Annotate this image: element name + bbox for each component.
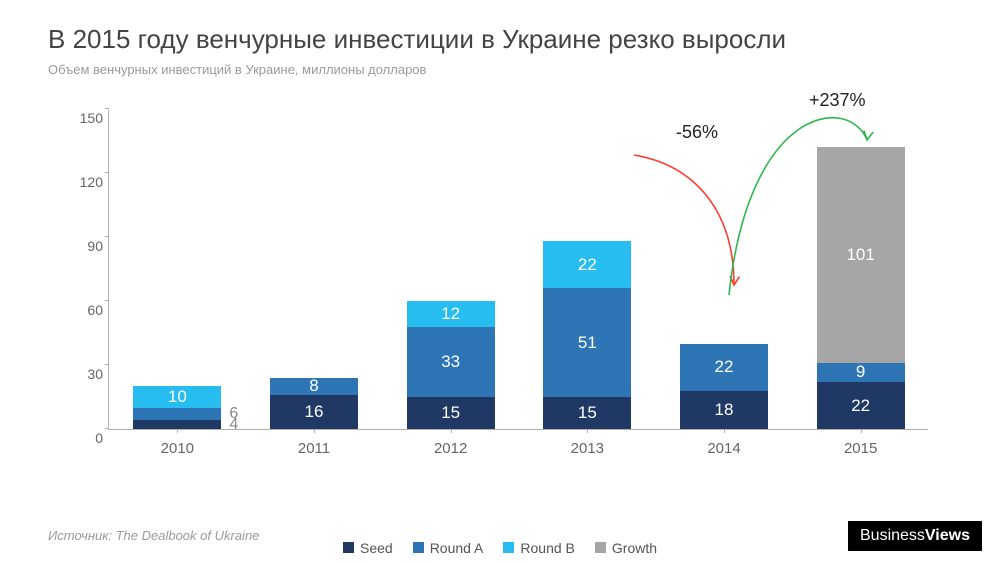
bar-segment-seed: 22 (817, 382, 905, 429)
legend-swatch (413, 542, 424, 553)
chart-subtitle: Объем венчурных инвестиций в Украине, ми… (48, 62, 426, 77)
brand-logo: BusinessViews (848, 521, 982, 551)
y-axis-tick-label: 90 (69, 238, 103, 254)
bar-segment-seed: 15 (543, 397, 631, 429)
x-axis-category-label: 2014 (664, 440, 784, 457)
legend-swatch (343, 542, 354, 553)
x-axis-tick-mark (177, 429, 178, 433)
y-axis-tick-label: 30 (69, 366, 103, 382)
bar-segment-round-b: 22 (543, 241, 631, 288)
legend-item: Growth (595, 540, 657, 556)
bar-segment-round-a: 8 (270, 378, 358, 395)
bar-group: 1822 (680, 344, 768, 429)
chart-container: -56% +237% 03060901201502010104620111682… (48, 100, 952, 500)
plot-area: -56% +237% 03060901201502010104620111682… (108, 110, 928, 430)
bar-group: 155122 (543, 241, 631, 429)
x-axis-tick-mark (451, 429, 452, 433)
y-axis-tick-mark (105, 428, 109, 429)
legend-label: Round B (520, 540, 574, 556)
bar-segment-seed: 18 (680, 391, 768, 429)
bar-group: 168 (270, 378, 358, 429)
x-axis-category-label: 2012 (391, 440, 511, 457)
x-axis-category-label: 2010 (117, 440, 237, 457)
y-axis-tick-mark (105, 300, 109, 301)
source-label: Источник: The Dealbook of Ukraine (48, 528, 259, 543)
legend-label: Growth (612, 540, 657, 556)
legend-swatch (503, 542, 514, 553)
y-axis-tick-label: 0 (69, 430, 103, 446)
x-axis-category-label: 2015 (801, 440, 921, 457)
legend-swatch (595, 542, 606, 553)
bar-segment-round-b: 12 (407, 301, 495, 327)
y-axis-tick-label: 120 (69, 174, 103, 190)
bar-group: 10 (133, 386, 221, 429)
y-axis-tick-label: 60 (69, 302, 103, 318)
bar-segment-round-b: 10 (133, 386, 221, 407)
legend-label: Seed (360, 540, 393, 556)
chart-title: В 2015 году венчурные инвестиции в Украи… (48, 24, 786, 55)
y-axis-tick-mark (105, 172, 109, 173)
annotation-arrows (109, 110, 929, 430)
legend-item: Seed (343, 540, 393, 556)
logo-text-1: Business (860, 527, 925, 544)
logo-text-2: Views (925, 527, 970, 544)
x-axis-category-label: 2013 (527, 440, 647, 457)
bar-segment-seed (133, 420, 221, 429)
y-axis-tick-label: 150 (69, 110, 103, 126)
annotation-change-2015: +237% (809, 90, 866, 111)
legend-label: Round A (430, 540, 484, 556)
bar-segment-seed: 15 (407, 397, 495, 429)
x-axis-tick-mark (724, 429, 725, 433)
bar-segment-growth: 101 (817, 147, 905, 362)
legend-item: Round B (503, 540, 574, 556)
bar-segment-round-a: 9 (817, 363, 905, 382)
x-axis-tick-mark (314, 429, 315, 433)
bar-segment-round-a (133, 408, 221, 421)
bar-group: 153312 (407, 301, 495, 429)
bar-segment-round-a: 33 (407, 327, 495, 397)
x-axis-tick-mark (587, 429, 588, 433)
bar-segment-round-a: 51 (543, 288, 631, 397)
legend-item: Round A (413, 540, 484, 556)
bar-segment-seed: 16 (270, 395, 358, 429)
bar-group: 229101 (817, 147, 905, 429)
bar-segment-round-a: 22 (680, 344, 768, 391)
y-axis-tick-mark (105, 364, 109, 365)
y-axis-tick-mark (105, 236, 109, 237)
x-axis-tick-mark (861, 429, 862, 433)
side-label-rounda-2010: 6 (229, 405, 238, 423)
x-axis-category-label: 2011 (254, 440, 374, 457)
y-axis-tick-mark (105, 108, 109, 109)
